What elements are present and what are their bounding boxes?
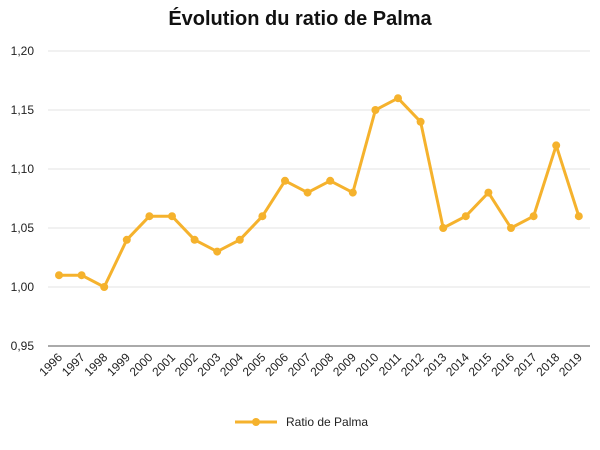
data-point bbox=[190, 235, 199, 244]
x-tick-label: 2005 bbox=[240, 350, 269, 379]
series-line bbox=[59, 96, 581, 289]
data-point bbox=[122, 235, 131, 244]
data-point bbox=[461, 212, 470, 221]
data-point bbox=[394, 94, 402, 103]
data-point bbox=[100, 283, 109, 291]
y-tick-label: 1,10 bbox=[11, 162, 35, 176]
x-tick-label: 1996 bbox=[36, 350, 65, 379]
x-tick-label: 2008 bbox=[308, 350, 337, 379]
data-point bbox=[439, 224, 448, 232]
x-tick-label: 2016 bbox=[488, 350, 517, 379]
data-point bbox=[529, 212, 538, 221]
data-point bbox=[77, 271, 86, 280]
x-tick-label: 2017 bbox=[511, 350, 540, 379]
x-tick-label: 2010 bbox=[353, 350, 382, 379]
data-point bbox=[55, 271, 63, 280]
x-tick-label: 2011 bbox=[376, 350, 404, 378]
x-tick-label: 2003 bbox=[195, 350, 224, 379]
legend-swatch-marker bbox=[252, 418, 260, 426]
data-point bbox=[303, 188, 312, 197]
data-point bbox=[213, 247, 222, 256]
x-tick-label: 2006 bbox=[262, 350, 291, 379]
data-point bbox=[281, 176, 289, 185]
x-tick-label: 2013 bbox=[421, 350, 450, 379]
legend-label: Ratio de Palma bbox=[286, 415, 368, 429]
data-point bbox=[507, 224, 515, 232]
data-point bbox=[371, 106, 380, 114]
x-tick-label: 2000 bbox=[127, 350, 156, 379]
x-tick-label: 2014 bbox=[443, 350, 472, 379]
data-point bbox=[235, 235, 244, 244]
x-tick-label: 2015 bbox=[466, 350, 495, 379]
data-point bbox=[168, 212, 176, 221]
y-tick-label: 1,15 bbox=[11, 103, 35, 117]
x-tick-label: 1999 bbox=[104, 350, 133, 379]
data-point bbox=[258, 212, 267, 221]
x-tick-label: 2001 bbox=[149, 350, 178, 379]
x-tick-label: 1997 bbox=[59, 350, 88, 379]
y-tick-label: 1,00 bbox=[11, 280, 35, 294]
data-point bbox=[552, 141, 561, 150]
x-tick-label: 1998 bbox=[82, 350, 111, 379]
data-point bbox=[574, 212, 583, 221]
chart-title: Évolution du ratio de Palma bbox=[168, 8, 432, 30]
data-point bbox=[145, 212, 154, 221]
x-tick-label: 2012 bbox=[398, 350, 427, 379]
x-tick-label: 2019 bbox=[556, 350, 585, 379]
x-tick-label: 2007 bbox=[285, 350, 314, 379]
x-tick-label: 2018 bbox=[534, 350, 563, 379]
x-tick-label: 2009 bbox=[330, 350, 359, 379]
y-tick-label: 1,05 bbox=[11, 221, 35, 235]
data-point bbox=[326, 176, 335, 185]
y-tick-label: 1,20 bbox=[11, 44, 35, 58]
x-tick-label: 2002 bbox=[172, 350, 201, 379]
data-point bbox=[484, 188, 493, 197]
x-tick-label: 2004 bbox=[217, 350, 246, 379]
y-tick-label: 0,95 bbox=[11, 339, 35, 353]
data-point bbox=[348, 188, 357, 197]
data-point bbox=[416, 117, 425, 126]
